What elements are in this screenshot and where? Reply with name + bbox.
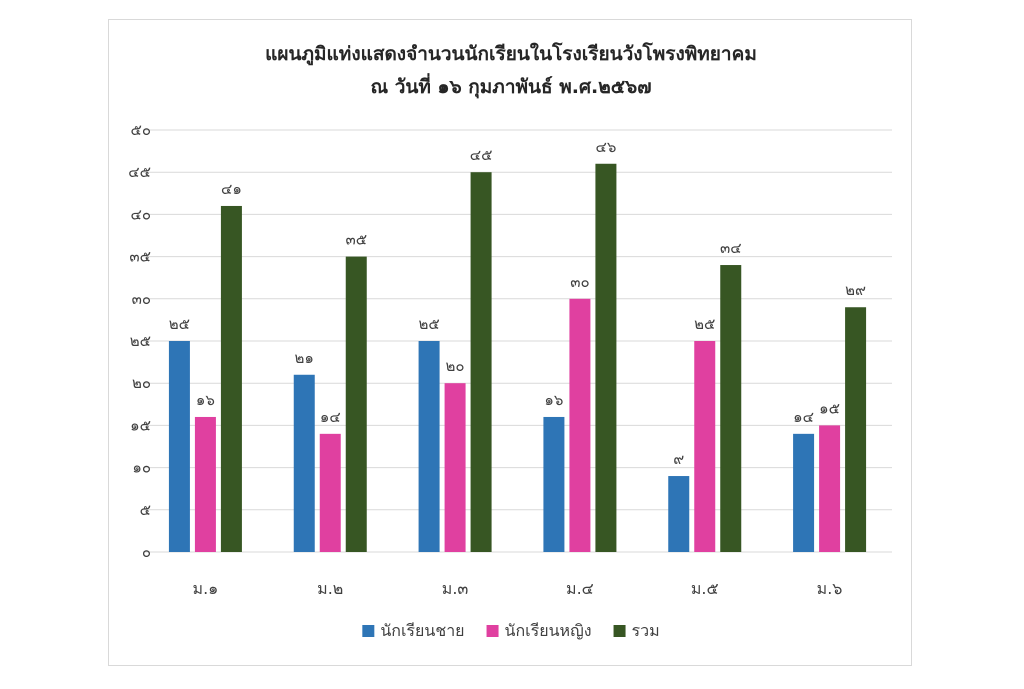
x-category-label: ม.๔ — [566, 579, 594, 598]
y-tick-label: ๓๕ — [129, 248, 151, 266]
legend-label: นักเรียนหญิง — [505, 621, 592, 640]
bar — [220, 205, 242, 552]
y-tick-label: ๒๐ — [132, 374, 151, 392]
data-label: ๒๑ — [295, 349, 314, 367]
bar — [819, 425, 841, 552]
data-label: ๔๕ — [470, 146, 493, 164]
bar — [845, 307, 867, 552]
legend: นักเรียนชาย นักเรียนหญิง รวม — [362, 621, 660, 640]
y-axis-ticks: ๐ ๕ ๑๐ ๑๕ ๒๐ ๒๕ ๓๐ ๓๕ ๔๐ ๔๕ ๕๐ — [128, 121, 151, 561]
bar — [694, 341, 716, 552]
y-tick-label: ๓๐ — [132, 290, 151, 308]
data-label: ๔๖ — [595, 138, 616, 156]
y-tick-label: ๒๕ — [130, 332, 151, 350]
data-label: ๒๕ — [694, 315, 715, 333]
gridlines — [143, 129, 892, 553]
chart-frame: แผนภูมิแท่งแสดงจำนวนนักเรียนในโรงเรียนวั… — [108, 19, 912, 666]
bar — [444, 383, 466, 552]
data-label: ๑๖ — [544, 391, 563, 409]
data-label: ๒๕ — [169, 315, 190, 333]
x-category-label: ม.๕ — [691, 579, 719, 598]
legend-item: นักเรียนชาย — [362, 621, 465, 640]
data-label: ๒๙ — [845, 281, 866, 299]
y-tick-label: ๕๐ — [130, 121, 151, 139]
bar — [345, 256, 367, 552]
bar — [194, 416, 216, 552]
bar — [720, 265, 742, 552]
data-label: ๓๐ — [570, 273, 589, 291]
chart-title: แผนภูมิแท่งแสดงจำนวนนักเรียนในโรงเรียนวั… — [265, 42, 757, 66]
data-label: ๒๕ — [418, 315, 439, 333]
y-tick-label: ๔๕ — [128, 163, 151, 181]
bar-chart: แผนภูมิแท่งแสดงจำนวนนักเรียนในโรงเรียนวั… — [128, 42, 892, 640]
y-tick-label: ๔๐ — [130, 205, 151, 223]
data-label: ๑๔ — [793, 408, 814, 426]
y-tick-label: ๑๐ — [132, 459, 151, 477]
bar — [168, 341, 190, 552]
data-label: ๓๕ — [345, 231, 367, 249]
legend-item: รวม — [613, 621, 660, 640]
bar — [595, 163, 617, 552]
data-label: ๑๕ — [819, 399, 840, 417]
x-axis-categories: ม.๑ ม.๒ ม.๓ ม.๔ ม.๕ ม.๖ — [193, 579, 843, 598]
y-tick-label: ๕ — [140, 501, 151, 519]
data-label: ๒๐ — [446, 357, 465, 375]
bar — [543, 416, 565, 552]
y-tick-label: ๑๕ — [130, 416, 151, 434]
data-label: ๑๖ — [196, 391, 215, 409]
data-label: ๙ — [673, 450, 684, 468]
bar — [319, 433, 341, 552]
x-category-label: ม.๑ — [193, 579, 219, 598]
bar — [293, 374, 315, 552]
bar — [418, 341, 440, 552]
legend-swatch — [362, 625, 375, 637]
x-category-label: ม.๓ — [442, 579, 469, 598]
bars — [168, 163, 867, 552]
x-category-label: ม.๒ — [317, 579, 343, 598]
bar — [793, 433, 815, 552]
legend-label: นักเรียนชาย — [380, 621, 464, 640]
legend-swatch — [486, 625, 499, 637]
data-label: ๑๔ — [320, 408, 341, 426]
data-label: ๓๔ — [720, 239, 742, 257]
bar — [668, 476, 690, 552]
legend-label: รวม — [632, 621, 660, 640]
bar — [569, 298, 591, 552]
chart-subtitle: ณ วันที่ ๑๖ กุมภาพันธ์ พ.ศ.๒๕๖๗ — [371, 73, 652, 99]
data-label: ๔๑ — [221, 180, 242, 198]
y-tick-label: ๐ — [142, 543, 151, 561]
bar — [470, 172, 492, 552]
x-category-label: ม.๖ — [817, 579, 843, 598]
legend-swatch — [613, 625, 626, 637]
legend-item: นักเรียนหญิง — [486, 621, 592, 640]
